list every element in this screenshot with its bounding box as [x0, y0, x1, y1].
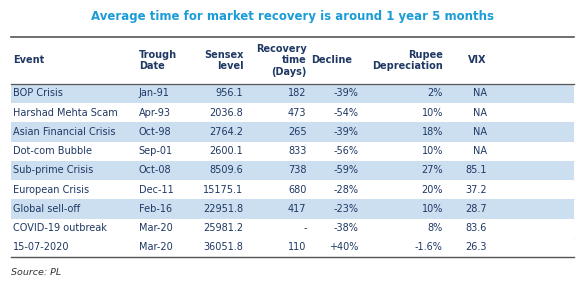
Text: 83.6: 83.6 — [465, 223, 487, 233]
Text: Dec-11: Dec-11 — [139, 185, 173, 195]
Text: Decline: Decline — [311, 55, 352, 65]
Text: 2036.8: 2036.8 — [209, 108, 243, 118]
Text: 956.1: 956.1 — [216, 88, 243, 98]
Bar — [11, 161, 574, 180]
Text: 8509.6: 8509.6 — [209, 165, 243, 176]
Bar — [11, 238, 574, 257]
Bar — [11, 218, 574, 238]
Text: NA: NA — [473, 127, 487, 137]
Text: 37.2: 37.2 — [465, 185, 487, 195]
Text: -39%: -39% — [333, 88, 358, 98]
Text: 36051.8: 36051.8 — [204, 243, 243, 252]
Text: 15175.1: 15175.1 — [203, 185, 243, 195]
Text: 26.3: 26.3 — [465, 243, 487, 252]
Text: 20%: 20% — [421, 185, 443, 195]
Text: Sub-prime Crisis: Sub-prime Crisis — [13, 165, 93, 176]
Text: NA: NA — [473, 88, 487, 98]
Text: 110: 110 — [288, 243, 307, 252]
Bar — [11, 84, 574, 103]
Text: Asian Financial Crisis: Asian Financial Crisis — [13, 127, 115, 137]
Text: -54%: -54% — [333, 108, 358, 118]
Text: +40%: +40% — [329, 243, 358, 252]
Text: BOP Crisis: BOP Crisis — [13, 88, 63, 98]
Text: 2%: 2% — [428, 88, 443, 98]
Text: 833: 833 — [288, 146, 307, 156]
Text: 18%: 18% — [421, 127, 443, 137]
Text: European Crisis: European Crisis — [13, 185, 89, 195]
Text: 25981.2: 25981.2 — [203, 223, 243, 233]
Text: Dot-com Bubble: Dot-com Bubble — [13, 146, 92, 156]
Text: 2764.2: 2764.2 — [209, 127, 243, 137]
Text: Feb-16: Feb-16 — [139, 204, 172, 214]
Bar — [11, 122, 574, 141]
Text: -1.6%: -1.6% — [415, 243, 443, 252]
Text: 182: 182 — [288, 88, 307, 98]
Bar — [11, 180, 574, 199]
Text: Mar-20: Mar-20 — [139, 243, 173, 252]
Text: 28.7: 28.7 — [465, 204, 487, 214]
Text: -23%: -23% — [333, 204, 358, 214]
Text: Oct-98: Oct-98 — [139, 127, 171, 137]
Text: Rupee
Depreciation: Rupee Depreciation — [372, 50, 443, 71]
Text: 15-07-2020: 15-07-2020 — [13, 243, 70, 252]
Text: 22951.8: 22951.8 — [203, 204, 243, 214]
Text: 10%: 10% — [421, 108, 443, 118]
Text: -39%: -39% — [333, 127, 358, 137]
Text: Recovery
time
(Days): Recovery time (Days) — [256, 44, 307, 77]
Text: 265: 265 — [288, 127, 307, 137]
Bar — [11, 103, 574, 122]
Text: -38%: -38% — [333, 223, 358, 233]
Text: Oct-08: Oct-08 — [139, 165, 171, 176]
Text: 10%: 10% — [421, 204, 443, 214]
Text: Sensex
level: Sensex level — [204, 50, 243, 71]
Text: 738: 738 — [288, 165, 307, 176]
Text: Sep-01: Sep-01 — [139, 146, 173, 156]
Text: VIX: VIX — [468, 55, 487, 65]
Text: 27%: 27% — [421, 165, 443, 176]
Text: COVID-19 outbreak: COVID-19 outbreak — [13, 223, 106, 233]
Text: 417: 417 — [288, 204, 307, 214]
Bar — [11, 199, 574, 218]
Text: 8%: 8% — [428, 223, 443, 233]
Text: Average time for market recovery is around 1 year 5 months: Average time for market recovery is arou… — [91, 10, 494, 23]
Text: 85.1: 85.1 — [465, 165, 487, 176]
Text: -59%: -59% — [333, 165, 358, 176]
Text: Harshad Mehta Scam: Harshad Mehta Scam — [13, 108, 118, 118]
Text: -56%: -56% — [333, 146, 358, 156]
Text: 2600.1: 2600.1 — [209, 146, 243, 156]
Text: Apr-93: Apr-93 — [139, 108, 171, 118]
Text: Trough
Date: Trough Date — [139, 50, 177, 71]
Text: -: - — [303, 223, 307, 233]
Text: 10%: 10% — [421, 146, 443, 156]
Text: 680: 680 — [288, 185, 307, 195]
Text: Global sell-off: Global sell-off — [13, 204, 80, 214]
Text: Jan-91: Jan-91 — [139, 88, 170, 98]
Bar — [11, 141, 574, 161]
Text: Event: Event — [13, 55, 44, 65]
Text: NA: NA — [473, 108, 487, 118]
Text: -28%: -28% — [333, 185, 358, 195]
Text: Source: PL: Source: PL — [11, 268, 61, 277]
Text: Mar-20: Mar-20 — [139, 223, 173, 233]
Text: NA: NA — [473, 146, 487, 156]
Text: 473: 473 — [288, 108, 307, 118]
